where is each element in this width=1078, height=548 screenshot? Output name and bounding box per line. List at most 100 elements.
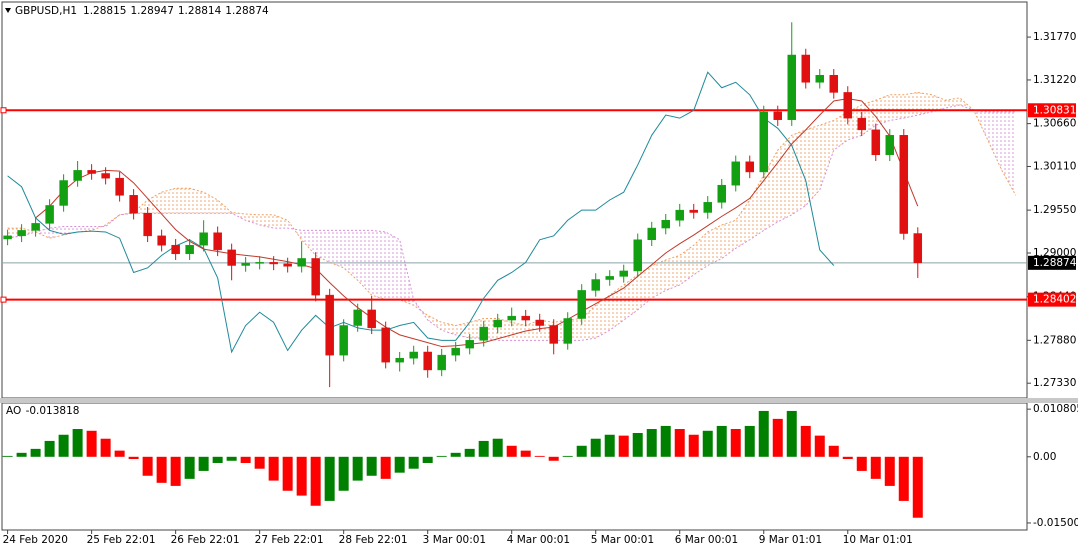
y-tick-label: 1.30110	[1033, 160, 1076, 172]
ao-bar	[282, 456, 293, 491]
candle-body	[367, 309, 376, 329]
ao-bar	[660, 425, 671, 457]
candle-body	[913, 233, 923, 264]
header: GBPUSD,H1 1.28815 1.28947 1.28814 1.28874	[15, 5, 269, 17]
candle-body	[73, 170, 82, 181]
candle-body	[395, 357, 404, 363]
candle-body	[227, 249, 236, 266]
ao-bar	[884, 456, 895, 486]
cloud-segment	[427, 315, 442, 331]
menu-triangle[interactable]	[5, 8, 11, 13]
cloud-segment	[819, 120, 834, 190]
cloud-segment	[651, 260, 666, 299]
panel-separator	[0, 398, 1078, 403]
candle-body	[675, 209, 684, 221]
candle-body	[843, 92, 853, 119]
cloud-segment	[259, 214, 274, 229]
cloud-segment	[581, 305, 596, 341]
candle-body	[45, 205, 54, 224]
candle-body	[493, 319, 502, 328]
y-tick-label: 1.30660	[1033, 118, 1076, 130]
ao-bar	[254, 456, 265, 469]
candle-body	[241, 262, 250, 266]
cloud-segment	[889, 94, 904, 121]
cloud-segment	[987, 111, 1002, 171]
cloud-segment	[903, 92, 918, 119]
candle-body	[87, 170, 96, 174]
cloud-segment	[595, 295, 610, 338]
cloud-segment	[623, 274, 638, 321]
candle-body	[871, 129, 881, 156]
ao-bar	[842, 456, 853, 460]
candle-body	[717, 184, 726, 203]
level-label-box	[1028, 103, 1076, 118]
candle-body	[129, 195, 138, 214]
quote-close: 1.28874	[225, 5, 269, 17]
ao-bar	[226, 456, 237, 461]
cloud-segment	[287, 220, 302, 240]
ao-bar	[352, 456, 363, 481]
ao-bar	[240, 456, 251, 463]
candle-body	[647, 227, 656, 241]
ao-bar	[828, 445, 839, 457]
level-handle	[0, 296, 7, 303]
x-tick-label: 3 Mar 00:01	[423, 534, 486, 546]
candle-body	[759, 111, 768, 173]
candle-body	[591, 279, 600, 291]
cloud-segment	[203, 192, 218, 214]
ao-bar	[730, 429, 741, 457]
ao-bar	[394, 456, 405, 473]
candle-body	[703, 202, 712, 213]
ao-bar	[86, 430, 97, 457]
ao-bar	[492, 438, 503, 457]
span-b	[7, 104, 1016, 341]
candle-body	[353, 309, 362, 326]
ao-bar	[44, 440, 55, 457]
x-tick-label: 5 Mar 00:01	[591, 534, 654, 546]
cloud-segment	[77, 226, 92, 232]
cloud-segment	[245, 214, 260, 225]
ao-bar	[688, 434, 699, 457]
ao-bar	[856, 456, 867, 471]
y-tick-label: 1.31220	[1033, 74, 1076, 86]
ao-bar	[604, 434, 615, 457]
x-tick-label: 27 Feb 22:01	[255, 534, 324, 546]
candle-body	[661, 220, 670, 229]
ma-line	[35, 98, 919, 348]
candle-body	[507, 315, 516, 321]
candle-body	[633, 239, 642, 272]
ao-bar	[58, 434, 69, 457]
cloud-segment	[805, 125, 820, 206]
ao-bar	[814, 435, 825, 457]
candle-body	[213, 232, 222, 251]
x-tick-label: 28 Feb 22:01	[339, 534, 408, 546]
candle-body	[171, 244, 180, 255]
candle-body	[311, 258, 320, 296]
candle-body	[577, 290, 586, 319]
candle-body	[549, 325, 558, 344]
ao-bar	[310, 456, 321, 506]
candle-body	[563, 318, 572, 344]
ao-bar	[296, 456, 307, 496]
x-tick-label: 4 Mar 00:01	[507, 534, 570, 546]
ao-bar	[198, 456, 209, 471]
ao-bar	[128, 456, 139, 460]
x-tick-label: 10 Mar 01:01	[843, 534, 913, 546]
level-label: 1.30831	[1033, 104, 1076, 116]
candle-body	[745, 161, 754, 173]
ao-bar	[716, 425, 727, 457]
cloud-segment	[735, 200, 750, 249]
y-tick-label: 1.29550	[1033, 204, 1076, 216]
candle-body	[101, 173, 110, 179]
candle-body	[815, 75, 825, 83]
candle-body	[143, 213, 152, 237]
candle-body	[17, 230, 26, 237]
ao-name: AO	[6, 405, 22, 417]
ao-bar	[422, 456, 433, 463]
candle-body	[787, 54, 797, 120]
ao-bar	[786, 410, 797, 457]
candle-body	[381, 327, 390, 363]
ao-bar	[366, 456, 377, 476]
ao-bar	[702, 430, 713, 457]
